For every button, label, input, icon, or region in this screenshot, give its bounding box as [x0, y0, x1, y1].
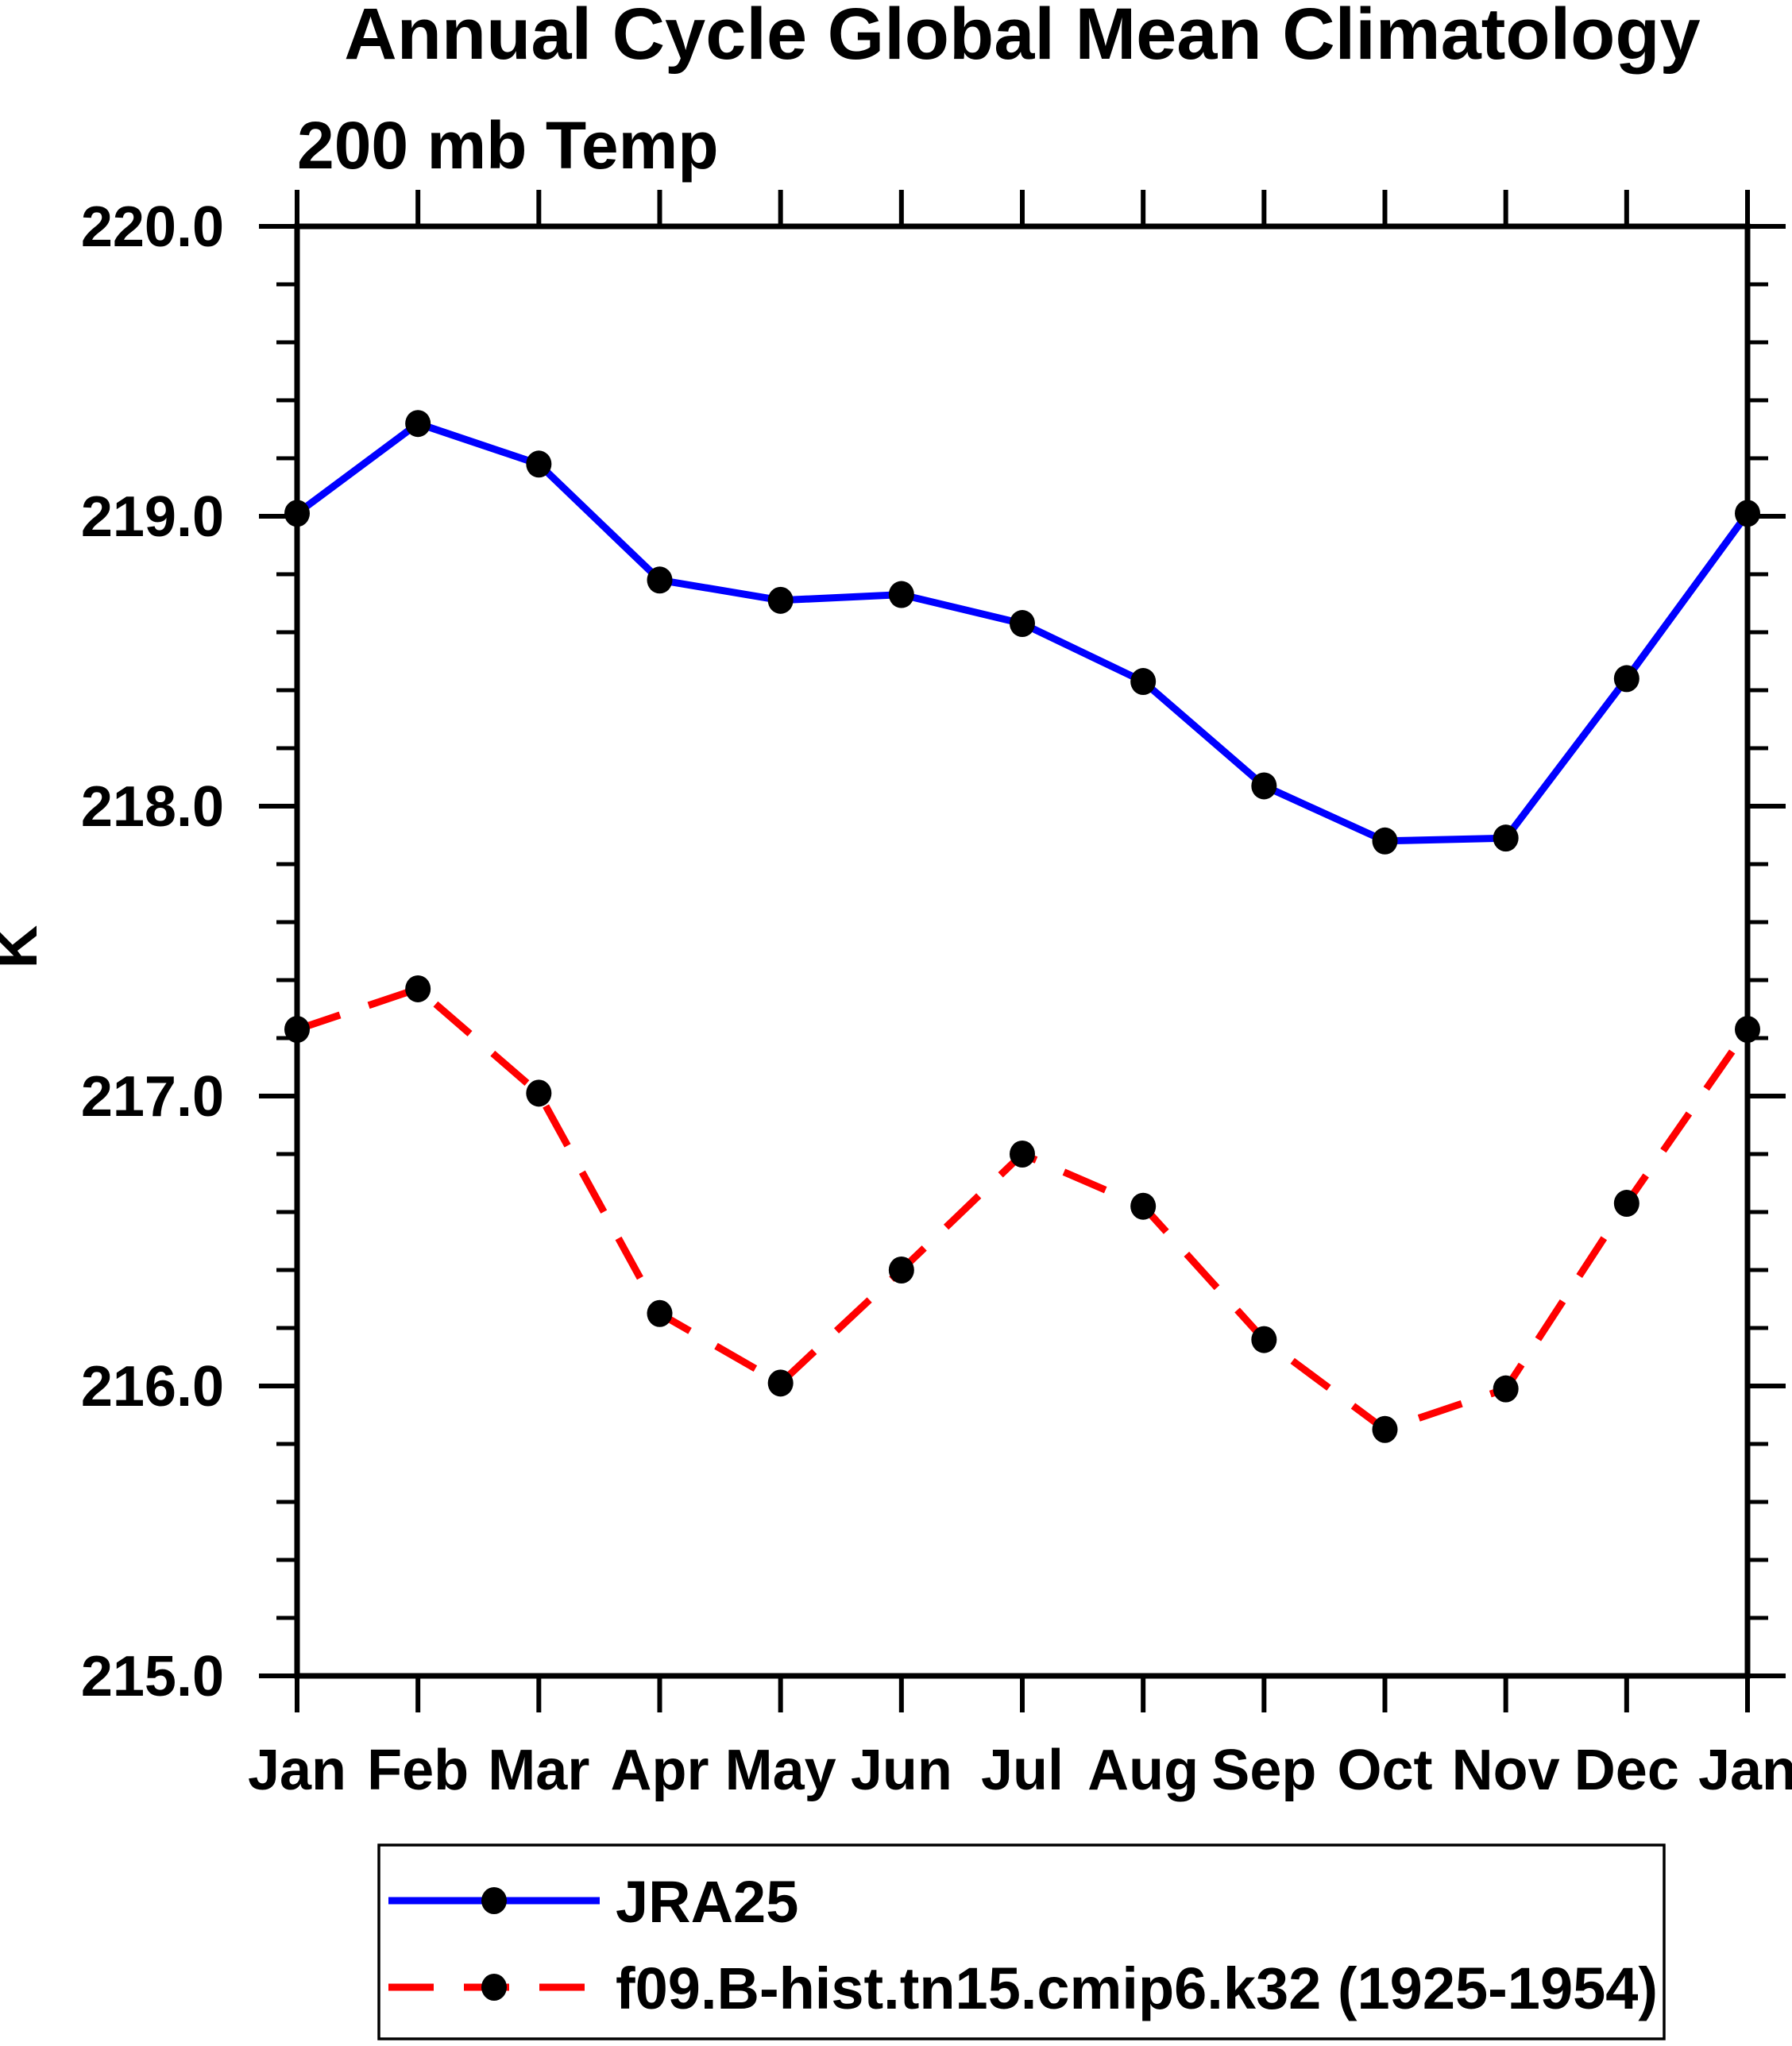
data-point-marker: [647, 1299, 673, 1327]
data-point-marker: [1372, 827, 1398, 855]
data-point-marker: [1493, 824, 1519, 852]
chart-subtitle: 200 mb Temp: [297, 108, 719, 183]
chart-title: Annual Cycle Global Mean Climatology: [344, 0, 1700, 75]
y-tick-label: 215.0: [81, 1645, 224, 1708]
data-point-marker: [1613, 665, 1639, 693]
data-point-marker: [888, 581, 914, 608]
series-line-f09-b-hist-tn15-cmip6-k32-1925-1954-: [295, 985, 1751, 1434]
x-tick-label: Nov: [1452, 1739, 1560, 1802]
data-point-marker: [1493, 1375, 1519, 1403]
legend-label: JRA25: [616, 1869, 798, 1935]
y-tick-label: 216.0: [81, 1355, 224, 1419]
data-point-marker: [1130, 668, 1157, 696]
y-tick-label: 219.0: [81, 485, 224, 549]
legend-box: [377, 1843, 1666, 2040]
data-point-marker: [526, 1079, 552, 1107]
data-point-marker: [1251, 772, 1277, 800]
data-point-marker: [647, 566, 673, 594]
x-tick-label: Jan: [248, 1739, 346, 1802]
x-tick-label: Jul: [981, 1739, 1064, 1802]
axes: 215.0 216.0 217.0 218.0 219.0 220.0 Jan Feb Mar A…: [81, 190, 1792, 1802]
x-tick-label: May: [725, 1739, 836, 1802]
x-tick-label: Mar: [488, 1739, 589, 1802]
x-tick-label: Jun: [851, 1739, 952, 1802]
x-tick-label: Jan: [1698, 1739, 1792, 1802]
y-tick-label: 220.0: [81, 195, 224, 259]
x-tick-label: Oct: [1337, 1739, 1432, 1802]
x-tick-label: Feb: [367, 1739, 469, 1802]
data-point-marker: [284, 1016, 310, 1044]
legend-label: f09.B-hist.tn15.cmip6.k32 (1925-1954): [616, 1955, 1658, 2021]
x-tick-label: Apr: [611, 1739, 709, 1802]
data-point-marker: [888, 1257, 914, 1284]
data-point-marker: [526, 450, 552, 478]
plot-frame: [294, 223, 1751, 1679]
data-point-marker: [1613, 1190, 1639, 1218]
y-axis-label: K: [0, 925, 50, 968]
data-point-marker: [1010, 610, 1035, 638]
y-tick-label: 218.0: [81, 775, 224, 839]
data-point-marker: [405, 975, 431, 1002]
data-point-marker: [1735, 1016, 1760, 1044]
data-point-marker: [767, 1369, 794, 1397]
data-point-marker: [1010, 1141, 1035, 1168]
legend-marker: [481, 1974, 507, 2001]
y-tick-label: 217.0: [81, 1065, 224, 1129]
data-point-marker: [1251, 1326, 1277, 1353]
data-point-marker: [1130, 1192, 1157, 1220]
series-group: [284, 410, 1760, 1443]
x-tick-label: Dec: [1574, 1739, 1679, 1802]
data-point-marker: [284, 500, 310, 527]
data-point-marker: [767, 586, 794, 614]
x-tick-label: Aug: [1087, 1739, 1199, 1802]
x-tick-label: Sep: [1211, 1739, 1316, 1802]
data-point-marker: [1735, 500, 1760, 527]
data-point-marker: [1372, 1415, 1398, 1443]
legend-marker: [481, 1887, 507, 1914]
data-point-marker: [405, 410, 431, 438]
legend: JRA25 f09.B-hist.tn15.cmip6.k32 (1925-195…: [377, 1843, 1666, 2040]
